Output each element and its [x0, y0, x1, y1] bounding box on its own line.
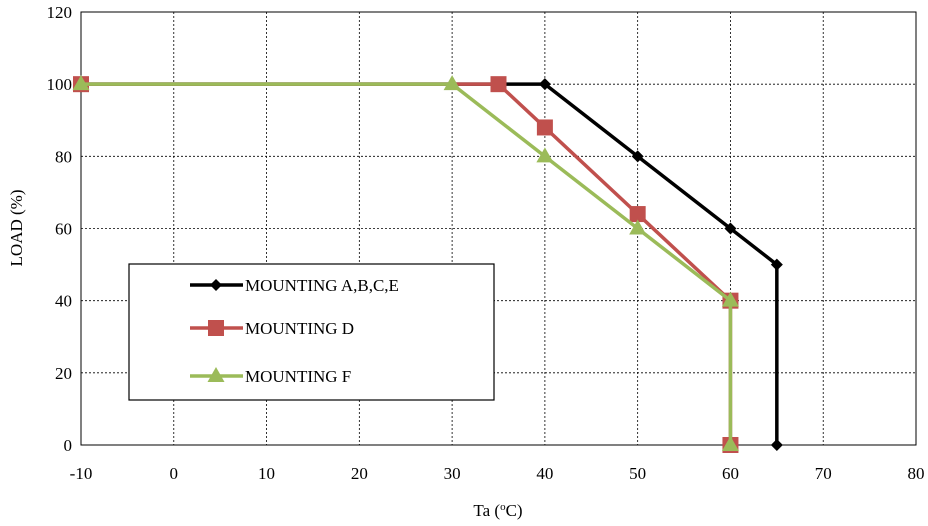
y-axis-label: LOAD (%)	[7, 190, 26, 267]
data-point	[538, 78, 551, 91]
y-tick-label: 80	[55, 147, 72, 166]
y-tick-labels: 0 20 40 60 80 100 120	[47, 3, 73, 455]
y-tick-label: 100	[47, 75, 73, 94]
data-point	[536, 147, 554, 163]
data-point	[443, 75, 461, 91]
series-group	[72, 75, 783, 453]
data-point	[770, 258, 783, 271]
legend: MOUNTING A,B,C,E MOUNTING D MOUNTING F	[128, 263, 495, 401]
data-point	[721, 436, 739, 451]
y-tick-label: 120	[47, 3, 73, 22]
data-point	[631, 150, 644, 163]
data-point	[536, 119, 553, 136]
x-axis-label-main: Ta (	[473, 501, 500, 520]
series-mounting-f	[72, 75, 739, 451]
x-tick-label: 70	[815, 464, 832, 483]
legend-marker	[210, 279, 222, 291]
data-point	[72, 75, 90, 91]
y-tick-label: 0	[64, 436, 73, 455]
y-tick-label: 60	[55, 220, 72, 239]
legend-label: MOUNTING A,B,C,E	[245, 276, 399, 295]
series-line	[81, 82, 733, 445]
legend-marker	[207, 367, 225, 382]
data-point	[490, 76, 507, 93]
x-tick-label: 80	[908, 464, 925, 483]
x-axis-label: Ta (oC)	[473, 501, 522, 520]
x-tick-label: 0	[170, 464, 179, 483]
x-tick-label: 60	[722, 464, 739, 483]
legend-box	[128, 263, 495, 401]
data-point	[629, 206, 646, 223]
x-tick-label: 40	[536, 464, 553, 483]
x-tick-label: 30	[444, 464, 461, 483]
data-point	[770, 439, 783, 451]
x-tick-labels: -10 0 10 20 30 40 50 60 70 80	[70, 464, 925, 483]
data-point	[721, 291, 739, 307]
data-point	[724, 222, 737, 235]
x-axis-label-sup: o	[500, 501, 506, 513]
legend-label: MOUNTING F	[245, 367, 351, 386]
x-tick-label: 50	[629, 464, 646, 483]
x-tick-label: 10	[258, 464, 275, 483]
y-tick-label: 20	[55, 364, 72, 383]
x-tick-label: -10	[70, 464, 93, 483]
data-point	[629, 219, 647, 235]
x-tick-label: 20	[351, 464, 368, 483]
legend-label: MOUNTING D	[245, 319, 354, 338]
legend-marker	[208, 320, 224, 336]
y-tick-label: 40	[55, 292, 72, 311]
x-axis-label-tail: C)	[506, 501, 523, 520]
